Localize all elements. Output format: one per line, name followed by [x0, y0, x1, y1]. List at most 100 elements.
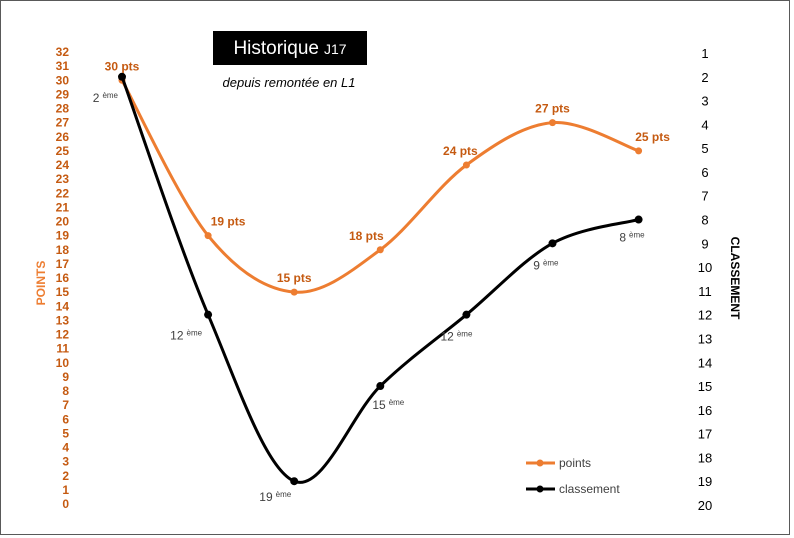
classement-suffix: ème [187, 329, 203, 338]
y-tick-label: 19 [56, 229, 70, 243]
y2-tick-label: 18 [698, 450, 712, 465]
classement-value: 8 [619, 231, 626, 245]
legend-marker-points [536, 459, 544, 467]
y-tick-label: 13 [56, 313, 70, 327]
y2-tick-label: 19 [698, 474, 712, 489]
y-tick-label: 23 [56, 172, 70, 186]
y2-tick-label: 20 [698, 498, 712, 513]
y-tick-label: 8 [62, 384, 69, 398]
y-tick-label: 5 [62, 426, 69, 440]
data-point-classement [548, 239, 557, 248]
legend-item-points: points [526, 456, 591, 470]
legend-marker-classement [536, 485, 544, 493]
y2-tick-label: 15 [698, 379, 712, 394]
y2-tick-label: 3 [701, 94, 708, 109]
y-tick-label: 14 [56, 299, 70, 313]
y-tick-label: 29 [56, 87, 70, 101]
classement-data-label: 15 ème [372, 398, 404, 412]
classement-suffix: ème [276, 490, 292, 499]
y-tick-label: 3 [62, 455, 69, 469]
classement-suffix: ème [543, 258, 559, 267]
y-tick-label: 26 [56, 130, 70, 144]
y-tick-label: 11 [56, 342, 69, 356]
legend-item-classement: classement [526, 482, 620, 496]
y-tick-label: 24 [56, 158, 70, 172]
classement-data-label: 12 ème [440, 330, 472, 344]
y-tick-label: 25 [56, 144, 70, 158]
data-point-points [204, 232, 212, 240]
y-tick-label: 17 [56, 257, 70, 271]
series-layer [118, 72, 643, 486]
y2-tick-label: 17 [698, 427, 712, 442]
y2-tick-label: 1 [701, 46, 708, 61]
title-suffix: J17 [324, 41, 347, 57]
y2-tick-label: 16 [698, 403, 712, 418]
y-tick-label: 31 [56, 59, 70, 73]
title-main: Historique [233, 38, 319, 59]
y-tick-label: 12 [56, 328, 70, 342]
points-data-label: 24 pts [443, 144, 478, 158]
y-axis-ticks: 0123456789101112131415161718192021222324… [56, 45, 70, 511]
y-tick-label: 0 [62, 497, 69, 511]
y-tick-label: 22 [56, 186, 70, 200]
chart-title: Historique J17 [213, 31, 367, 65]
classement-data-label: 2 ème [93, 91, 119, 105]
y-tick-label: 18 [56, 243, 70, 257]
y-tick-label: 2 [62, 469, 69, 483]
points-data-label: 27 pts [535, 102, 570, 116]
y-axis-title: POINTS [34, 261, 48, 306]
y-tick-label: 20 [56, 215, 70, 229]
y-tick-label: 9 [62, 370, 69, 384]
y2-tick-label: 13 [698, 331, 712, 346]
y-tick-label: 21 [56, 200, 70, 214]
y2-tick-label: 2 [701, 70, 708, 85]
points-data-label: 25 pts [635, 130, 670, 144]
y2-tick-label: 5 [701, 141, 708, 156]
points-data-label: 19 pts [211, 215, 246, 229]
points-data-label: 18 pts [349, 229, 384, 243]
chart-subtitle: depuis remontée en L1 [223, 75, 356, 90]
legend: points classement [526, 456, 620, 496]
series-line-classement [120, 76, 639, 484]
y-tick-label: 32 [56, 45, 70, 59]
data-point-classement [204, 310, 213, 319]
y-tick-label: 28 [56, 102, 70, 116]
y-tick-label: 27 [56, 116, 70, 130]
title-box [213, 31, 367, 65]
y-tick-label: 6 [62, 412, 69, 426]
classement-value: 9 [533, 258, 540, 272]
data-point-classement [634, 215, 643, 224]
y-tick-label: 1 [62, 483, 69, 497]
legend-label-points: points [559, 456, 591, 470]
y2-tick-label: 9 [701, 236, 708, 251]
data-point-points [635, 147, 643, 155]
classement-value: 12 [440, 330, 454, 344]
classement-data-label: 8 ème [619, 231, 645, 245]
points-data-label: 15 pts [277, 271, 312, 285]
classement-suffix: ème [457, 330, 473, 339]
data-point-classement [290, 477, 299, 486]
classement-suffix: ème [629, 231, 645, 240]
classement-suffix: ème [389, 398, 405, 407]
data-point-classement [376, 382, 385, 391]
y-tick-label: 16 [56, 271, 70, 285]
y2-tick-label: 4 [701, 117, 708, 132]
legend-label-classement: classement [559, 482, 620, 496]
title-text: Historique J17 [233, 38, 346, 59]
data-point-points [549, 119, 556, 127]
classement-value: 2 [93, 91, 100, 105]
y-tick-label: 10 [56, 356, 70, 370]
y-tick-label: 30 [56, 73, 70, 87]
classement-data-label: 12 ème [170, 329, 202, 343]
classement-data-label: 19 ème [259, 490, 291, 504]
classement-suffix: ème [102, 91, 118, 100]
labels-layer: 30 pts 19 pts 15 pts 18 pts 24 pts 27 pts 25 p… [93, 59, 671, 504]
y-tick-label: 4 [62, 441, 69, 455]
classement-value: 12 [170, 329, 184, 343]
y2-tick-label: 7 [701, 189, 708, 204]
y2-tick-label: 11 [698, 284, 712, 299]
y2-tick-label: 10 [698, 260, 712, 275]
